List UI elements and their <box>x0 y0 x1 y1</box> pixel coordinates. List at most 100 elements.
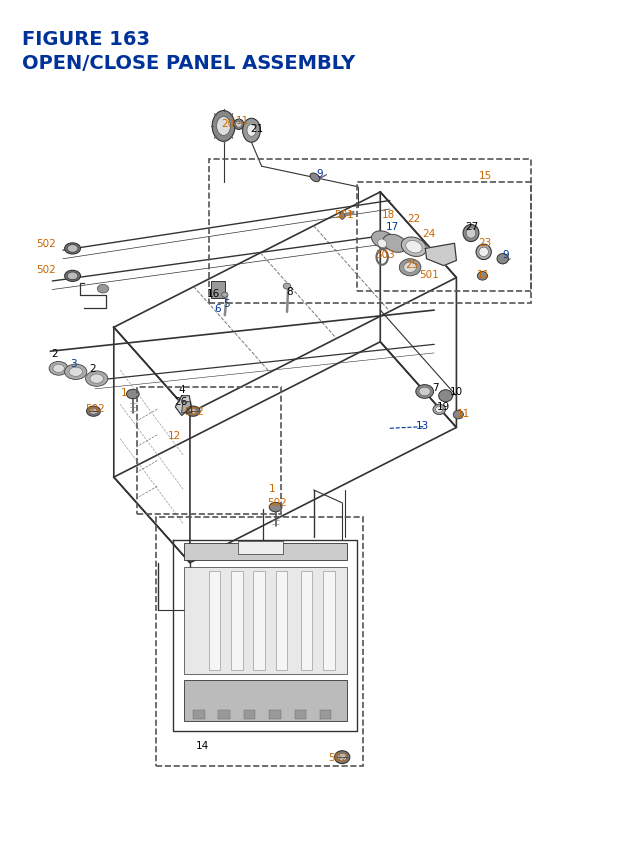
Ellipse shape <box>406 241 422 254</box>
Text: OPEN/CLOSE PANEL ASSEMBLY: OPEN/CLOSE PANEL ASSEMBLY <box>22 54 355 73</box>
Ellipse shape <box>401 238 426 257</box>
Ellipse shape <box>269 503 282 512</box>
Text: 2: 2 <box>51 349 58 358</box>
Text: 501: 501 <box>334 210 354 220</box>
Ellipse shape <box>438 390 452 402</box>
Bar <box>218 710 230 719</box>
Ellipse shape <box>476 245 492 260</box>
Ellipse shape <box>234 120 244 130</box>
Ellipse shape <box>67 245 78 253</box>
Text: 21: 21 <box>250 123 263 133</box>
Bar <box>320 710 332 719</box>
Bar <box>193 710 205 719</box>
Bar <box>244 710 255 719</box>
Text: FIGURE 163: FIGURE 163 <box>22 30 150 49</box>
Ellipse shape <box>49 362 68 375</box>
Text: 7: 7 <box>432 383 439 393</box>
Ellipse shape <box>466 229 476 238</box>
Ellipse shape <box>435 407 443 413</box>
Circle shape <box>216 117 230 136</box>
Text: 9: 9 <box>317 169 323 179</box>
Text: 16: 16 <box>207 288 220 299</box>
Bar <box>294 710 306 719</box>
Ellipse shape <box>236 122 242 128</box>
Bar <box>253 572 265 670</box>
Text: 19: 19 <box>437 401 451 412</box>
Ellipse shape <box>89 409 98 415</box>
Text: 11: 11 <box>236 116 249 126</box>
Text: 503: 503 <box>375 250 395 259</box>
Ellipse shape <box>53 365 64 373</box>
Ellipse shape <box>86 371 108 387</box>
Text: 22: 22 <box>407 214 420 223</box>
Ellipse shape <box>453 411 463 419</box>
Ellipse shape <box>65 271 81 282</box>
Ellipse shape <box>86 406 100 417</box>
Text: 3: 3 <box>70 359 77 369</box>
Bar <box>301 572 312 670</box>
Ellipse shape <box>337 753 347 761</box>
Ellipse shape <box>97 285 109 294</box>
Ellipse shape <box>189 409 198 415</box>
Text: 18: 18 <box>382 210 395 220</box>
Text: 1: 1 <box>121 387 128 398</box>
Ellipse shape <box>90 375 103 384</box>
Ellipse shape <box>404 263 417 273</box>
Ellipse shape <box>67 273 78 281</box>
Text: 11: 11 <box>477 269 490 280</box>
Bar <box>209 572 220 670</box>
Ellipse shape <box>127 390 139 400</box>
Text: 502: 502 <box>85 403 105 413</box>
Text: 502: 502 <box>184 406 204 417</box>
Ellipse shape <box>463 226 479 242</box>
Ellipse shape <box>416 385 433 399</box>
Circle shape <box>247 125 256 137</box>
Text: 8: 8 <box>286 287 293 297</box>
Ellipse shape <box>433 405 445 415</box>
Text: 15: 15 <box>478 170 492 181</box>
Text: 502: 502 <box>36 264 56 275</box>
Bar <box>211 282 225 299</box>
Text: 2: 2 <box>90 364 96 374</box>
Text: 13: 13 <box>416 420 429 430</box>
Ellipse shape <box>477 272 488 281</box>
Bar <box>184 567 348 674</box>
Text: 4: 4 <box>179 385 185 394</box>
Bar <box>323 572 335 670</box>
Bar <box>184 543 348 561</box>
Polygon shape <box>182 402 192 413</box>
Ellipse shape <box>419 387 430 396</box>
Ellipse shape <box>479 248 488 257</box>
Text: 10: 10 <box>450 387 463 397</box>
Text: 20: 20 <box>221 120 235 129</box>
Circle shape <box>340 214 345 220</box>
Text: 6: 6 <box>214 304 221 314</box>
Bar <box>237 542 284 554</box>
Ellipse shape <box>497 254 508 264</box>
Text: 27: 27 <box>466 222 479 232</box>
Ellipse shape <box>69 368 83 377</box>
Text: 501: 501 <box>419 269 439 280</box>
Text: 25: 25 <box>405 259 419 269</box>
Text: 12: 12 <box>168 430 180 441</box>
Bar <box>269 710 281 719</box>
Text: 502: 502 <box>267 498 287 507</box>
Ellipse shape <box>383 235 407 253</box>
Ellipse shape <box>186 406 200 417</box>
Text: 14: 14 <box>196 740 209 750</box>
Text: 26: 26 <box>174 396 187 406</box>
Ellipse shape <box>378 239 387 248</box>
Polygon shape <box>175 396 191 416</box>
Bar <box>231 572 243 670</box>
Ellipse shape <box>65 244 81 255</box>
Ellipse shape <box>372 232 396 250</box>
Text: 502: 502 <box>328 753 348 762</box>
Bar <box>184 680 348 722</box>
Ellipse shape <box>399 259 421 276</box>
Ellipse shape <box>65 364 87 380</box>
Text: 11: 11 <box>457 408 470 418</box>
Text: 1: 1 <box>268 484 275 493</box>
Text: 502: 502 <box>36 239 56 249</box>
Circle shape <box>212 111 235 142</box>
Text: 17: 17 <box>386 222 399 232</box>
